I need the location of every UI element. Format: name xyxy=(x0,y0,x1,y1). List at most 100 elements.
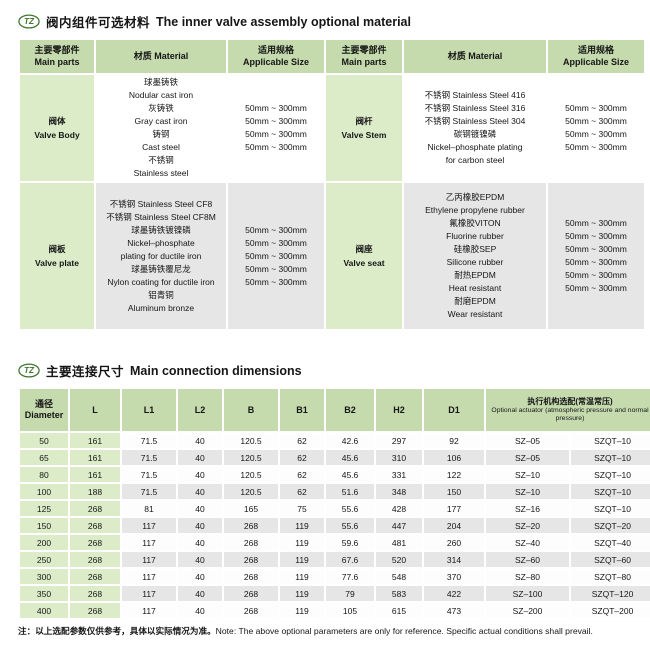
dimensions-cell: 40 xyxy=(178,467,222,483)
dimensions-cell: 119 xyxy=(280,518,324,534)
size-line: 50mm ~ 300mm xyxy=(565,129,627,140)
dimensions-cell: 119 xyxy=(280,535,324,551)
dimensions-cell: 177 xyxy=(424,501,484,517)
dimensions-cell: SZQT–200 xyxy=(571,603,650,619)
dimensions-table-row: 100 188 71.5 40 120.5 62 51.6 348 150 SZ–10 SZQT–1… xyxy=(20,484,650,500)
size-line: 50mm ~ 300mm xyxy=(245,276,307,287)
part-en: Valve Stem xyxy=(341,130,387,141)
dimensions-table-row: 300 268 117 40 268 119 77.6 548 370 SZ–80 SZQT–80 xyxy=(20,569,650,585)
dimensions-cell: SZQT–10 xyxy=(571,501,650,517)
header-B2: B2 xyxy=(326,389,374,432)
material-line: 不锈钢 Stainless Steel CF8 xyxy=(109,198,213,209)
dimensions-cell: 100 xyxy=(20,484,68,500)
dimensions-cell: 117 xyxy=(122,518,176,534)
dimensions-cell: SZQT–60 xyxy=(571,552,650,568)
dimensions-cell: 40 xyxy=(178,603,222,619)
dimensions-cell: 348 xyxy=(376,484,422,500)
material-line: Nickel–phosphate plating xyxy=(427,142,523,153)
material-line: Nylon coating for ductile iron xyxy=(107,276,215,287)
material-line: Nodular cast iron xyxy=(128,90,194,101)
dimensions-cell: 314 xyxy=(424,552,484,568)
header-actuator-zh: 执行机构选配(常温常压) xyxy=(527,396,613,406)
material-line: 球墨铸铁 xyxy=(143,77,178,88)
dimensions-cell: SZQT–120 xyxy=(571,586,650,602)
dimensions-cell: 117 xyxy=(122,586,176,602)
dimensions-table-body: 50 161 71.5 40 120.5 62 42.6 297 92 SZ–05 SZQT–10 6… xyxy=(20,433,650,619)
dimensions-cell: 150 xyxy=(424,484,484,500)
dimensions-cell: SZQT–20 xyxy=(571,518,650,534)
dimensions-cell: 45.6 xyxy=(326,467,374,483)
dimensions-cell: 548 xyxy=(376,569,422,585)
materials-valve-seat: 乙丙橡胶EPDM Ethylene propylene rubber 氟橡胶VITO… xyxy=(404,183,546,330)
dimensions-table-row: 200 268 117 40 268 119 59.6 481 260 SZ–40 SZQT–40 xyxy=(20,535,650,551)
dimensions-cell: 71.5 xyxy=(122,450,176,466)
dimensions-table-row: 65 161 71.5 40 120.5 62 45.6 310 106 SZ–05 SZQT–10 xyxy=(20,450,650,466)
size-line: 50mm ~ 300mm xyxy=(565,257,627,268)
header-L2: L2 xyxy=(178,389,222,432)
dimensions-cell: 106 xyxy=(424,450,484,466)
dimensions-cell: 268 xyxy=(70,518,120,534)
header-main-parts-left: 主要零部件 Main parts xyxy=(20,40,94,74)
dimensions-cell: 297 xyxy=(376,433,422,449)
dimensions-cell: SZ–16 xyxy=(486,501,569,517)
dimensions-cell: 40 xyxy=(178,484,222,500)
material-line: 乙丙橡胶EPDM xyxy=(445,192,505,203)
material-line: 碳钢镀镍磷 xyxy=(453,129,497,140)
size-line: 50mm ~ 300mm xyxy=(565,231,627,242)
material-line: Heat resistant xyxy=(448,283,502,294)
header-material-right: 材质 Material xyxy=(404,40,546,74)
dimensions-cell: 200 xyxy=(20,535,68,551)
material-line: 耐磨EPDM xyxy=(454,296,496,307)
section1-title-en: The inner valve assembly optional materi… xyxy=(156,14,411,29)
dimensions-cell: 119 xyxy=(280,603,324,619)
materials-row-plate-seat: 阀板 Valve plate 不锈钢 Stainless Steel CF8 不锈… xyxy=(20,183,644,330)
size-line: 50mm ~ 300mm xyxy=(245,116,307,127)
dimensions-cell: 55.6 xyxy=(326,518,374,534)
dimensions-cell: 40 xyxy=(178,450,222,466)
dimensions-cell: 62 xyxy=(280,450,324,466)
dimensions-cell: 79 xyxy=(326,586,374,602)
part-en: Valve seat xyxy=(343,258,385,269)
dimensions-cell: 300 xyxy=(20,569,68,585)
material-line: Aluminum bronze xyxy=(127,302,195,313)
dimensions-cell: 75 xyxy=(280,501,324,517)
dimensions-cell: 105 xyxy=(326,603,374,619)
material-line: 球墨铸铁覆尼龙 xyxy=(131,263,191,274)
section2-title-zh: 主要连接尺寸 xyxy=(46,365,125,380)
size-line: 50mm ~ 300mm xyxy=(245,237,307,248)
footnote: 注：以上选配参数仅供参考，具体以实际情况为准。Note: The above o… xyxy=(18,626,632,637)
material-line: 不锈钢 xyxy=(148,155,174,166)
header-L1: L1 xyxy=(122,389,176,432)
header-main-parts-right: 主要零部件 Main parts xyxy=(326,40,402,74)
header-size-zh: 适用规格 xyxy=(257,45,294,55)
material-line: 铝青铜 xyxy=(148,289,174,300)
material-line: Wear resistant xyxy=(447,309,503,320)
part-en: Valve plate xyxy=(35,258,79,269)
dimensions-cell: 204 xyxy=(424,518,484,534)
dimensions-cell: 310 xyxy=(376,450,422,466)
size-line: 50mm ~ 300mm xyxy=(245,263,307,274)
dimensions-cell: 50 xyxy=(20,433,68,449)
dimensions-cell: 268 xyxy=(224,586,278,602)
header-size-right: 适用规格 Applicable Size xyxy=(548,40,644,74)
dimensions-cell: 120.5 xyxy=(224,484,278,500)
dimensions-cell: 268 xyxy=(70,569,120,585)
dimensions-cell: SZQT–10 xyxy=(571,484,650,500)
dimensions-cell: 71.5 xyxy=(122,467,176,483)
dimensions-cell: 40 xyxy=(178,501,222,517)
dimensions-cell: SZ–200 xyxy=(486,603,569,619)
dimensions-cell: 268 xyxy=(224,518,278,534)
dimensions-cell: 67.6 xyxy=(326,552,374,568)
dimensions-cell: 268 xyxy=(224,552,278,568)
material-line: 不锈钢 Stainless Steel 316 xyxy=(424,103,526,114)
dimensions-cell: 40 xyxy=(178,569,222,585)
dimensions-cell: SZQT–10 xyxy=(571,450,650,466)
material-line: Ethylene propylene rubber xyxy=(425,205,525,216)
dimensions-cell: SZQT–10 xyxy=(571,433,650,449)
material-line: 不锈钢 Stainless Steel 304 xyxy=(424,116,526,127)
size-line: 50mm ~ 300mm xyxy=(245,142,307,153)
footnote-en: Note: The above optional parameters are … xyxy=(215,626,593,637)
dimensions-cell: 119 xyxy=(280,552,324,568)
material-line: 铸钢 xyxy=(152,129,170,140)
dimensions-cell: 122 xyxy=(424,467,484,483)
